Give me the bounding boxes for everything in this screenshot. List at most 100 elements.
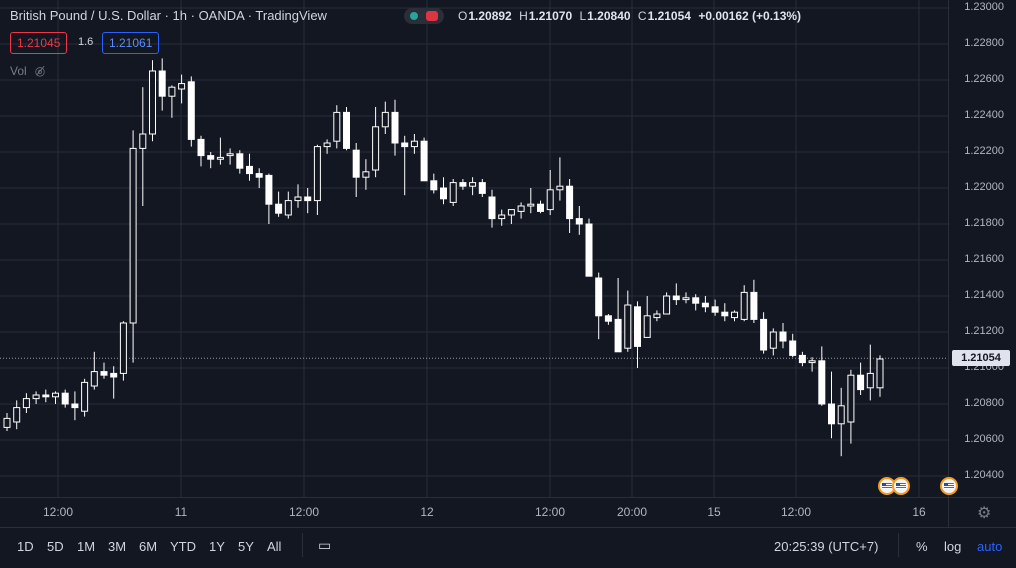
close-value: 1.21054 <box>647 9 691 23</box>
candle-body <box>750 291 758 320</box>
candle-body <box>420 140 428 182</box>
candle-body <box>216 156 224 160</box>
time-tick-label: 12 <box>420 505 434 519</box>
candle-body <box>614 318 622 353</box>
candle-body <box>304 196 312 202</box>
time-tick-label: 16 <box>912 505 926 519</box>
price-tick-label: 1.22200 <box>964 145 1004 157</box>
calendar-range-icon[interactable]: ▭ <box>318 537 332 553</box>
range-button-1d[interactable]: 1D <box>17 539 34 554</box>
price-tick-label: 1.22600 <box>964 73 1004 85</box>
candle-body <box>507 209 515 216</box>
candle-body <box>391 111 399 144</box>
time-tick-label: 11 <box>174 505 188 519</box>
eye-crossed-icon[interactable]: ◎̸ <box>34 64 46 78</box>
candle-body <box>81 381 89 412</box>
candle-body <box>149 70 156 135</box>
price-tick-label: 1.23000 <box>964 1 1004 13</box>
candle-body <box>779 331 787 342</box>
candle-body <box>352 149 360 178</box>
candle-body <box>343 111 350 149</box>
candle-body <box>701 302 709 308</box>
us-flag-event-icon[interactable] <box>940 477 958 495</box>
change-value: +0.00162 (+0.13%) <box>698 9 802 23</box>
candle-body <box>284 200 292 216</box>
ohlc-legend: O1.20892 H1.21070 L1.20840 C1.21054 +0.0… <box>458 9 805 23</box>
bottom-toolbar <box>0 527 1016 568</box>
clock-time[interactable]: 20:25:39 (UTC+7) <box>774 539 879 554</box>
candle-body <box>798 354 806 364</box>
candle-body <box>478 182 486 194</box>
divider <box>302 533 303 557</box>
candle-body <box>546 189 554 211</box>
divider <box>898 533 899 557</box>
price-tick-label: 1.20800 <box>964 397 1004 409</box>
sell-price-button[interactable]: 1.21045 <box>10 32 68 54</box>
candle-body <box>255 173 263 178</box>
candle-body <box>837 405 845 425</box>
last-price-label: 1.21054 <box>952 350 1010 367</box>
time-tick-label: 12:00 <box>534 505 566 519</box>
market-open-dot-icon <box>410 12 418 20</box>
range-button-5d[interactable]: 5D <box>47 539 64 554</box>
candle-body <box>13 407 21 423</box>
candle-body <box>682 297 690 301</box>
low-label: L <box>579 9 587 23</box>
candle-body <box>866 372 874 389</box>
candle-body <box>566 185 574 220</box>
range-button-ytd[interactable]: YTD <box>170 539 196 554</box>
price-chart[interactable] <box>0 0 1016 527</box>
candle-body <box>808 360 816 364</box>
candle-body <box>207 155 215 160</box>
candle-body <box>333 111 341 142</box>
percent-toggle[interactable]: % <box>916 539 928 554</box>
buy-price-button[interactable]: 1.21061 <box>102 32 160 54</box>
volume-label: Vol <box>10 64 27 78</box>
candle-body <box>313 146 321 202</box>
candle-body <box>440 187 447 200</box>
range-button-all[interactable]: All <box>267 539 282 554</box>
candle-body <box>721 311 729 317</box>
gear-icon[interactable]: ⚙ <box>977 505 992 522</box>
market-status-toggle[interactable] <box>404 8 444 24</box>
candle-body <box>857 374 865 391</box>
spread-value: 1.6 <box>78 36 94 48</box>
candle-body <box>634 306 641 347</box>
symbol-title[interactable]: British Pound / U.S. Dollar · 1h · OANDA… <box>10 8 327 23</box>
candle-body <box>595 277 603 317</box>
price-tick-label: 1.21200 <box>964 325 1004 337</box>
range-button-1y[interactable]: 1Y <box>209 539 225 554</box>
us-flag-event-icon[interactable] <box>892 477 910 495</box>
candle-body <box>32 394 40 400</box>
candle-body <box>624 304 632 349</box>
time-tick-label: 12:00 <box>42 505 74 519</box>
candle-body <box>449 182 457 203</box>
candle-body <box>537 203 544 212</box>
time-tick-label: 15 <box>707 505 721 519</box>
candle-body <box>740 291 748 320</box>
range-button-3m[interactable]: 3M <box>108 539 127 554</box>
volume-legend[interactable]: Vol ◎̸ <box>10 64 45 78</box>
candle-body <box>275 203 283 214</box>
high-label: H <box>519 9 528 23</box>
range-button-1m[interactable]: 1M <box>77 539 96 554</box>
candle-body <box>663 295 671 315</box>
candle-body <box>362 171 370 178</box>
range-button-6m[interactable]: 6M <box>139 539 158 554</box>
candle-body <box>672 295 680 301</box>
price-tick-label: 1.22800 <box>964 37 1004 49</box>
candle-body <box>294 196 302 202</box>
candle-body <box>604 315 612 322</box>
range-button-5y[interactable]: 5Y <box>238 539 254 554</box>
price-tick-label: 1.20400 <box>964 469 1004 481</box>
candle-body <box>381 111 389 128</box>
candle-body <box>643 315 651 338</box>
auto-toggle[interactable]: auto <box>977 539 1003 554</box>
candle-body <box>488 196 496 220</box>
candle-body <box>469 182 477 187</box>
log-toggle[interactable]: log <box>944 539 962 554</box>
candle-body <box>769 331 777 349</box>
candle-body <box>372 126 380 171</box>
low-value: 1.20840 <box>587 9 631 23</box>
high-value: 1.21070 <box>528 9 573 23</box>
